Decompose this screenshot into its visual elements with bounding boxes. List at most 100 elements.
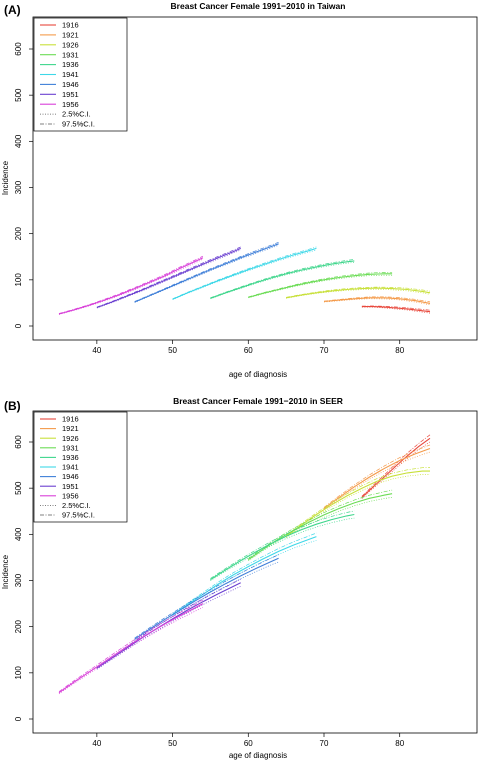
panel-a-ci-upper-1931 (248, 271, 393, 298)
panel-a-series-line-1946 (134, 243, 279, 303)
panel-b-ylabel: Incidence (1, 554, 10, 589)
panel-a-legend-label: 1931 (62, 50, 79, 59)
panel-a-legend-label: 1921 (62, 31, 79, 40)
panel-a-ci-lower-1946 (134, 244, 279, 303)
panel-b-legend-label: 1956 (62, 491, 79, 500)
panel-a-legend-label: 97.5%C.I. (62, 120, 95, 129)
panel-b-y-tick-label: 500 (14, 481, 23, 495)
panel-b-legend: 1916192119261931193619411946195119562.5%… (33, 411, 128, 523)
panel-a-series-line-1921 (323, 297, 431, 304)
panel-b-ci-upper-1941 (172, 532, 317, 615)
panel-b-y-tick-label: 100 (14, 666, 23, 680)
panel-a-ci-upper-1946 (134, 241, 279, 302)
panel-a-series-line-1926 (286, 287, 431, 299)
panel-b-ci-upper-1921 (323, 444, 431, 508)
panel-b: (B) Breast Cancer Female 1991−2010 in SE… (1, 396, 478, 760)
panel-b-legend-label: 1921 (62, 424, 79, 433)
panel-b-label: (B) (4, 399, 21, 413)
panel-a-series-line-1941 (172, 247, 317, 300)
panel-a-legend-label: 1941 (62, 70, 79, 79)
panel-b-series-line-1936 (210, 513, 355, 581)
panel-b-series-line-1946 (134, 557, 279, 640)
panel-a-legend-label: 1926 (62, 40, 79, 49)
panel-a-ci-upper-1916 (361, 305, 431, 311)
panel-b-legend-label: 1931 (62, 443, 79, 452)
panel-b-series-line-1951 (96, 582, 241, 669)
panel-a-ci-upper-1956 (58, 255, 204, 314)
panel-b-series-line-1941 (172, 536, 317, 616)
panel-b-ci-lower-1916 (361, 441, 431, 499)
panel-a-ci-lower-1941 (172, 249, 317, 301)
panel-a-legend-label: 2.5%C.I. (62, 110, 91, 119)
panel-b-x-tick-label: 40 (92, 739, 101, 748)
panel-a-plot-frame (32, 16, 478, 341)
panel-a-legend-label: 1951 (62, 90, 79, 99)
panel-b-legend-label: 1916 (62, 415, 79, 424)
panel-a-y-tick-label: 0 (14, 323, 23, 328)
panel-b-ci-lower-1946 (134, 561, 279, 641)
panel-a-y-tick-label: 300 (14, 180, 23, 194)
panel-b-legend-label: 2.5%C.I. (62, 501, 91, 510)
panel-b-ci-lower-1931 (248, 496, 393, 562)
panel-a-legend-label: 1956 (62, 100, 79, 109)
panel-b-series-line-1921 (323, 447, 431, 509)
panel-a-legend-label: 1916 (62, 21, 79, 30)
panel-a-x-tick-label: 50 (168, 346, 177, 355)
panel-a-xlabel: age of diagnosis (229, 370, 287, 379)
panel-b-ci-lower-1956 (58, 606, 204, 695)
panel-b-ci-upper-1931 (248, 489, 393, 559)
panel-b-legend-label: 1941 (62, 463, 79, 472)
panel-a-ci-lower-1936 (210, 262, 355, 300)
panel-b-legend-label: 1936 (62, 453, 79, 462)
panel-a-y-ticks: 0 100 200 300 400 500 600 (14, 42, 33, 328)
panel-a-y-tick-label: 400 (14, 134, 23, 148)
panel-b-plot-frame (32, 410, 478, 734)
panel-a-ci-upper-1936 (210, 259, 355, 299)
panel-a-ylabel: Incidence (1, 160, 10, 195)
panel-b-series-line-1956 (58, 603, 204, 694)
panel-a-y-tick-label: 100 (14, 273, 23, 287)
panel-a-y-tick-label: 600 (14, 42, 23, 56)
panel-b-series-line-1931 (247, 493, 393, 561)
panel-a-series-line-1956 (58, 257, 204, 315)
panel-b-series-line-1916 (361, 437, 431, 498)
panel-a-ci-lower-1921 (323, 298, 431, 306)
panel-b-series-line-1926 (285, 470, 430, 538)
panel-b-title: Breast Cancer Female 1991−2010 in SEER (173, 396, 343, 406)
panel-b-y-tick-label: 0 (14, 716, 23, 721)
panel-b-x-tick-label: 80 (395, 739, 404, 748)
panel-a-ci-upper-1926 (286, 286, 431, 298)
panel-b-xlabel: age of diagnosis (229, 751, 287, 760)
panel-a-legend-label: 1936 (62, 60, 79, 69)
panel-b-ci-upper-1926 (285, 467, 431, 536)
panel-b-ci-upper-1956 (58, 599, 204, 692)
panel-a-ci-lower-1931 (248, 274, 393, 299)
panel-b-y-tick-label: 600 (14, 435, 23, 449)
panel-b-legend-label: 1926 (62, 434, 79, 443)
panel-b-y-tick-label: 200 (14, 619, 23, 633)
panel-a-ci-upper-1941 (172, 246, 317, 300)
panel-a-legend-label: 1946 (62, 80, 79, 89)
panel-a-ci-lower-1926 (286, 288, 431, 299)
panel-a: (A) Breast Cancer Female 1991−2010 in Ta… (1, 1, 478, 379)
panel-b-ci-lower-1951 (96, 586, 241, 670)
panel-a-legend: 1916192119261931193619411946195119562.5%… (33, 17, 128, 132)
panel-b-legend-label: 1951 (62, 482, 79, 491)
panel-a-ci-upper-1921 (323, 296, 431, 303)
panel-b-legend-label: 1946 (62, 472, 79, 481)
panel-b-x-ticks: 40 50 60 70 80 (92, 733, 405, 748)
panel-b-legend-label: 97.5%C.I. (62, 511, 95, 520)
panel-a-series-line-1951 (96, 247, 241, 309)
panel-b-x-tick-label: 50 (168, 739, 177, 748)
panel-a-x-tick-label: 60 (244, 346, 253, 355)
panel-b-x-tick-label: 70 (320, 739, 329, 748)
panel-b-y-tick-label: 300 (14, 573, 23, 587)
panel-a-x-tick-label: 80 (395, 346, 404, 355)
panel-b-series (58, 434, 431, 695)
panel-a-x-tick-label: 40 (92, 346, 101, 355)
panel-a-x-tick-label: 70 (320, 346, 329, 355)
panel-a-title: Breast Cancer Female 1991−2010 in Taiwan (171, 1, 346, 11)
panel-b-ci-lower-1936 (210, 517, 355, 581)
panel-b-ci-upper-1946 (134, 554, 279, 639)
